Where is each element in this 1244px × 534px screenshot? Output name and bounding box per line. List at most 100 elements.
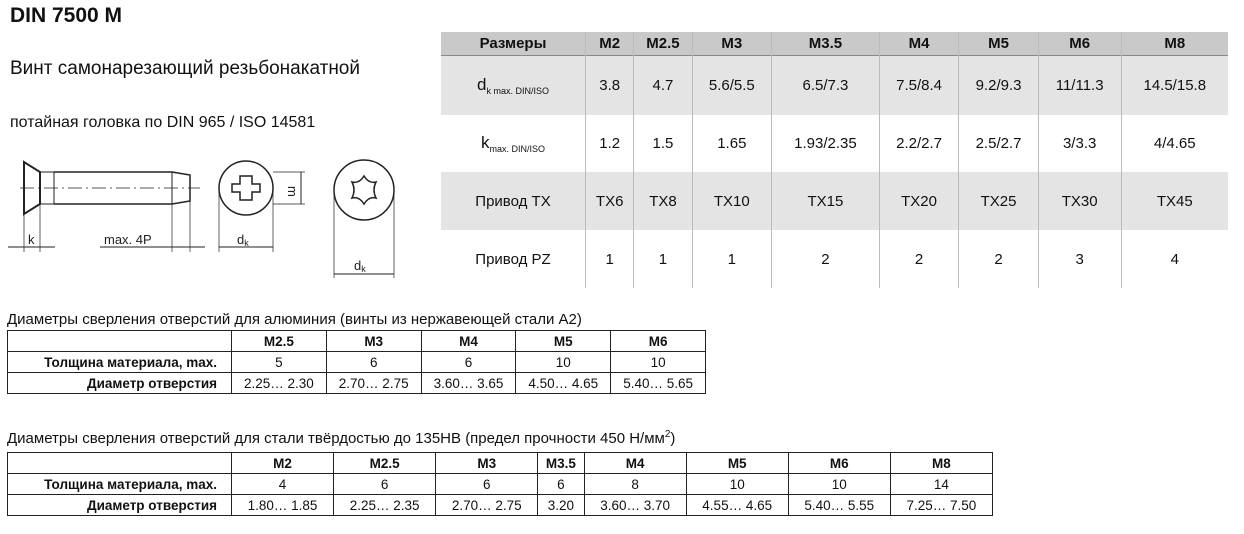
table-header-row: Размеры M2 M2.5 M3 M3.5 M4 M5 M6 M8 xyxy=(441,32,1228,55)
page-title: DIN 7500 M xyxy=(10,4,123,27)
cell: 5.6/5.5 xyxy=(691,55,772,115)
cell: TX25 xyxy=(958,172,1039,230)
header-cell: M4 xyxy=(878,32,959,55)
dimensions-table: Размеры M2 M2.5 M3 M3.5 M4 M5 M6 M8 dk m… xyxy=(441,32,1228,288)
cell: 1.65 xyxy=(691,115,772,172)
row-label: dk max. DIN/ISO xyxy=(477,74,549,96)
product-description: потайная головка по DIN 965 / ISO 14581 xyxy=(10,114,316,131)
cell: 2.25… 2.30 xyxy=(231,372,327,394)
cell: 6 xyxy=(420,351,517,373)
cell: 3.60… 3.70 xyxy=(583,494,687,516)
cell: TX8 xyxy=(633,172,693,230)
cell: 3 xyxy=(1037,230,1122,288)
table-row: Привод TX TX6 TX8 TX10 TX15 TX20 TX25 TX… xyxy=(441,172,1228,230)
aluminium-caption: Диаметры сверления отверстий для алюмини… xyxy=(7,311,582,328)
row-label: Привод TX xyxy=(475,192,551,210)
table-header-row: M2.5 M3 M4 M5 M6 xyxy=(7,330,706,352)
cell: M2 xyxy=(230,452,335,474)
cell: 5.40… 5.65 xyxy=(610,372,706,394)
cell: M3 xyxy=(435,452,539,474)
cell: TX6 xyxy=(584,172,634,230)
cell: TX45 xyxy=(1120,172,1228,230)
cell: M4 xyxy=(583,452,687,474)
cell: M2.5 xyxy=(231,330,327,352)
row-label: Диаметр отверстия xyxy=(7,372,232,394)
cell: 2 xyxy=(878,230,959,288)
cell: 6 xyxy=(435,473,539,495)
cell: 4.55… 4.65 xyxy=(685,494,789,516)
header-cell: M3 xyxy=(691,32,772,55)
cell: 10 xyxy=(610,351,706,373)
header-cell: M2 xyxy=(584,32,634,55)
cell: 14 xyxy=(889,473,994,495)
cell: 1 xyxy=(691,230,772,288)
cell: 6 xyxy=(325,351,422,373)
cell: 10 xyxy=(787,473,891,495)
cell: M2.5 xyxy=(333,452,437,474)
cell: 3.60… 3.65 xyxy=(420,372,517,394)
header-cell: M2.5 xyxy=(633,32,693,55)
steel-drill-table: M2 M2.5 M3 M3.5 M4 M5 M6 M8 Толщина материала, m… xyxy=(7,452,994,516)
pozidriv-head-icon xyxy=(218,160,305,252)
header-cell: M8 xyxy=(1120,32,1228,55)
cell: 4 xyxy=(1120,230,1228,288)
cell: 1 xyxy=(584,230,634,288)
cell: 3/3.3 xyxy=(1037,115,1122,172)
length-label: max. 4P xyxy=(104,232,152,247)
cell: 2.70… 2.75 xyxy=(435,494,539,516)
cell: 11/11.3 xyxy=(1037,55,1122,115)
table-row: Диаметр отверстия 1.80… 1.85 2.25… 2.35 2.7… xyxy=(7,494,994,516)
header-cell: M6 xyxy=(1037,32,1122,55)
cell: 7.25… 7.50 xyxy=(889,494,994,516)
cell: M6 xyxy=(787,452,891,474)
cell: 6.5/7.3 xyxy=(771,55,880,115)
cell: 6 xyxy=(537,473,585,495)
cell: 4.50… 4.65 xyxy=(515,372,612,394)
cell: 7.5/8.4 xyxy=(878,55,959,115)
aluminium-drill-table: M2.5 M3 M4 M5 M6 Толщина материала, max. 5 6 6 10… xyxy=(7,330,706,394)
table-row: Диаметр отверстия 2.25… 2.30 2.70… 2.75 3.6… xyxy=(7,372,706,394)
cell: 4.7 xyxy=(633,55,693,115)
cell: 5.40… 5.55 xyxy=(787,494,891,516)
table-row: dk max. DIN/ISO 3.8 4.7 5.6/5.5 6.5/7.3 … xyxy=(441,55,1228,115)
cell: M6 xyxy=(610,330,706,352)
row-label: Толщина материала, max. xyxy=(7,351,232,373)
k-label: k xyxy=(28,232,35,247)
cell: 2 xyxy=(958,230,1039,288)
table-row: Толщина материала, max. 4 6 6 6 8 10 10 14 xyxy=(7,473,994,495)
cell: M4 xyxy=(420,330,517,352)
row-label: Толщина материала, max. xyxy=(7,473,232,495)
cell: 1.80… 1.85 xyxy=(230,494,335,516)
row-label xyxy=(7,330,232,352)
cell: M5 xyxy=(685,452,789,474)
steel-caption: Диаметры сверления отверстий для стали т… xyxy=(7,429,676,447)
cell: 1.93/2.35 xyxy=(771,115,880,172)
cell: TX10 xyxy=(691,172,772,230)
cell: 2 xyxy=(771,230,880,288)
cell: 10 xyxy=(515,351,612,373)
cell: 9.2/9.3 xyxy=(958,55,1039,115)
cell: 2.25… 2.35 xyxy=(333,494,437,516)
cell: 3.8 xyxy=(584,55,634,115)
cell: 5 xyxy=(231,351,327,373)
table-row: Толщина материала, max. 5 6 6 10 10 xyxy=(7,351,706,373)
table-header-row: M2 M2.5 M3 M3.5 M4 M5 M6 M8 xyxy=(7,452,994,474)
table-row: Привод PZ 1 1 1 2 2 2 3 4 xyxy=(441,230,1228,288)
dk-label: dk xyxy=(237,232,249,248)
cell: 1.2 xyxy=(584,115,634,172)
cell: 14.5/15.8 xyxy=(1120,55,1228,115)
cell: 4/4.65 xyxy=(1120,115,1228,172)
cell: 8 xyxy=(583,473,687,495)
row-label: kmax. DIN/ISO xyxy=(480,133,545,154)
cell: 1 xyxy=(633,230,693,288)
torx-head-icon xyxy=(333,159,395,278)
dk2-label: dk xyxy=(354,258,366,274)
cell: 1.5 xyxy=(633,115,693,172)
cell: 2.70… 2.75 xyxy=(325,372,422,394)
row-label xyxy=(7,452,232,474)
m-label: m xyxy=(285,186,300,197)
cell: 3.20 xyxy=(537,494,585,516)
cell: M3.5 xyxy=(537,452,585,474)
row-label: Диаметр отверстия xyxy=(7,494,232,516)
row-label: Привод PZ xyxy=(475,250,551,268)
